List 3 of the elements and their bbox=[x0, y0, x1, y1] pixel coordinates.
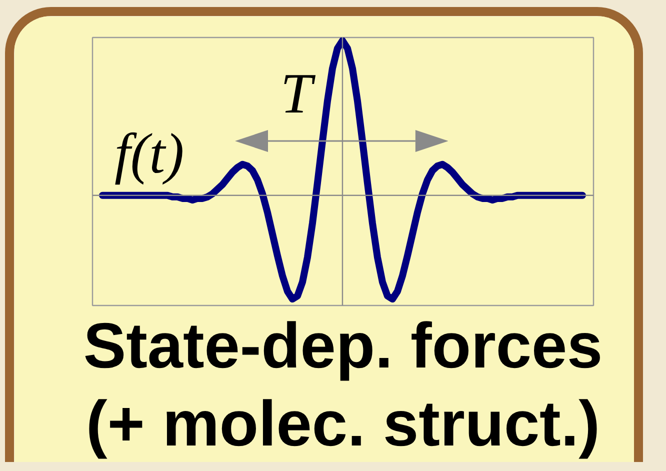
series-label: f(t) bbox=[114, 122, 184, 186]
annotation: T bbox=[280, 62, 317, 126]
text: State-dep. forces (+ molec. struct.) bbox=[83, 310, 603, 460]
